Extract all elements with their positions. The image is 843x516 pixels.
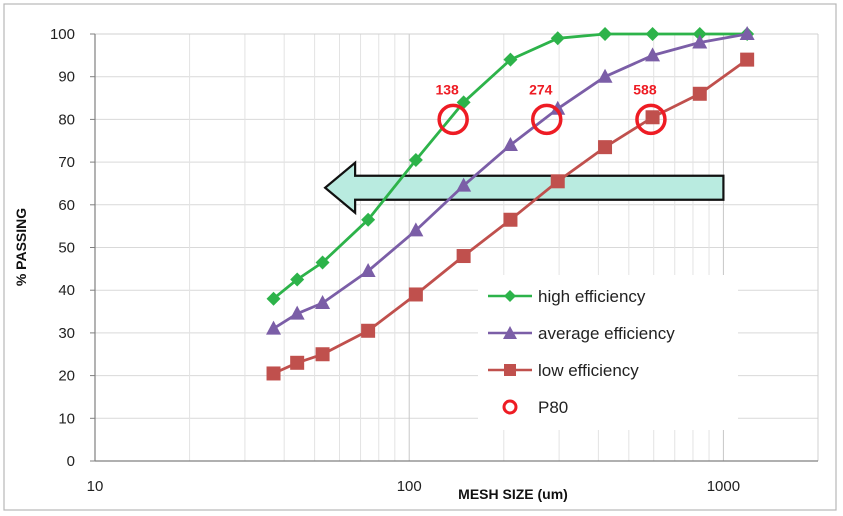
data-point-average <box>266 320 282 335</box>
annotation-arrow-layer <box>323 160 725 216</box>
data-point-high <box>692 27 707 41</box>
data-point-low <box>361 323 376 338</box>
legend-item-low: low efficiency <box>488 361 639 380</box>
legend-label-high: high efficiency <box>538 287 646 306</box>
y-tick-label: 0 <box>67 453 75 470</box>
y-tick-label: 50 <box>58 240 75 257</box>
data-point-low <box>740 52 755 67</box>
y-tick-label: 90 <box>58 69 75 86</box>
data-point-average <box>645 47 661 62</box>
x-tick-label: 100 <box>397 478 422 495</box>
chart-frame <box>3 3 837 511</box>
annotation-arrow <box>323 160 725 216</box>
data-point-average <box>456 177 472 192</box>
data-point-average <box>289 305 305 320</box>
x-tick-label: 10 <box>87 478 104 495</box>
data-point-average <box>739 26 755 40</box>
data-point-high <box>361 212 376 227</box>
y-tick-label: 60 <box>58 197 75 214</box>
x-axis-title: MESH SIZE (um) <box>458 486 568 502</box>
data-point-low <box>645 110 660 125</box>
data-point-high <box>408 152 423 167</box>
legend-item-p80: P80 <box>502 398 568 417</box>
p80-marker <box>531 103 563 136</box>
data-point-average <box>692 34 708 49</box>
legend-background <box>478 275 738 430</box>
y-tick-label: 40 <box>58 282 75 299</box>
data-point-low <box>315 347 330 362</box>
y-axis-title: % PASSING <box>13 208 29 286</box>
data-point-high <box>645 27 660 41</box>
data-point-high <box>550 31 565 46</box>
data-point-average <box>597 68 613 83</box>
x-tick-label: 1000 <box>707 478 740 495</box>
y-tick-label: 80 <box>58 111 75 128</box>
data-point-high <box>503 52 518 67</box>
legend-label-average: average efficiency <box>538 324 675 343</box>
legend-item-high: high efficiency <box>488 287 646 306</box>
data-point-low <box>550 174 565 189</box>
y-tick-label: 10 <box>58 410 75 427</box>
series-layer <box>266 26 755 381</box>
p80-label: 588 <box>633 81 657 97</box>
data-point-low <box>290 355 305 370</box>
data-point-high <box>266 291 281 306</box>
data-point-average <box>550 100 566 115</box>
legend-item-average: average efficiency <box>488 324 675 343</box>
data-point-low <box>266 366 281 381</box>
data-point-low <box>408 287 423 302</box>
data-point-high <box>315 255 330 270</box>
data-point-average <box>502 137 518 152</box>
y-tick-label: 70 <box>58 154 75 171</box>
y-tick-label: 100 <box>50 26 75 43</box>
legend-marker-high <box>504 290 516 302</box>
data-point-high <box>290 272 305 287</box>
y-tick-label: 20 <box>58 368 75 385</box>
legend: high efficiency average efficiency low e… <box>478 275 738 430</box>
data-point-low <box>503 212 518 227</box>
data-point-high <box>598 27 613 41</box>
y-tick-label: 30 <box>58 325 75 342</box>
p80-layer: 138 274 588 <box>435 81 667 136</box>
p80-label: 138 <box>435 81 459 97</box>
series-line-0 <box>272 32 748 300</box>
axis-layer: 0 10 20 30 40 50 60 70 80 90 100 10 100 1000 <box>50 26 818 495</box>
legend-label-low: low efficiency <box>538 361 639 380</box>
data-point-average <box>408 222 424 237</box>
data-point-average <box>315 295 331 310</box>
data-point-average <box>360 262 376 277</box>
legend-marker-average <box>503 326 517 339</box>
p80-marker <box>635 103 667 136</box>
legend-marker-p80 <box>502 399 518 415</box>
legend-marker-low <box>504 364 516 376</box>
data-point-low <box>456 249 471 264</box>
p80-label: 274 <box>529 81 553 97</box>
legend-label-p80: P80 <box>538 398 568 417</box>
data-point-low <box>692 86 707 101</box>
p80-marker <box>437 103 469 136</box>
data-point-low <box>598 140 613 155</box>
